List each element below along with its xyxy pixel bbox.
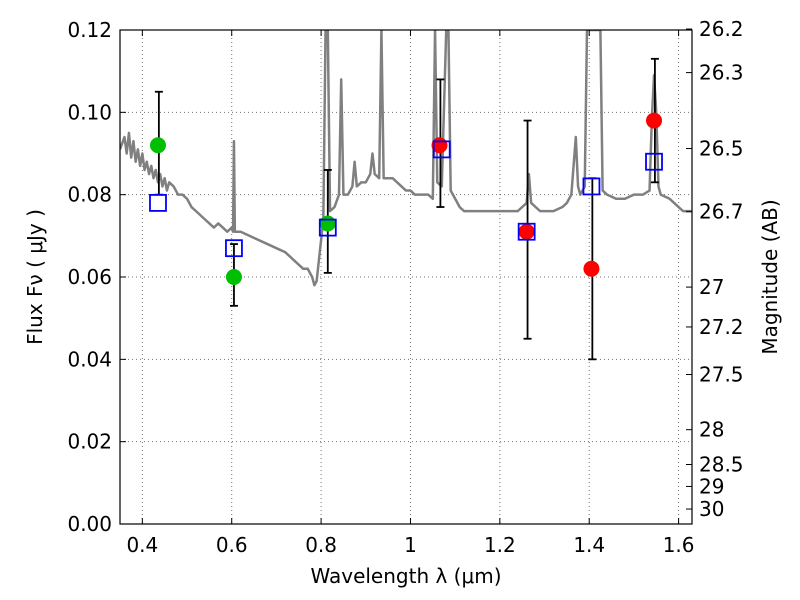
- mag-tick-label: 30: [699, 497, 724, 521]
- y-tick-label: 0.02: [67, 430, 112, 454]
- model-square-marker: [149, 193, 167, 212]
- x-tick-label: 1.4: [573, 533, 605, 557]
- spectrum-layer: [120, 30, 692, 287]
- red-data-point: [518, 223, 535, 240]
- mag-tick-label: 29: [699, 474, 724, 498]
- model-square-marker: [225, 239, 243, 258]
- mag-tick-label: 26.7: [699, 200, 744, 224]
- x-tick-label: 0.4: [126, 533, 158, 557]
- y-tick-label: 0.00: [67, 512, 112, 536]
- x-tick-label: 1: [404, 533, 417, 557]
- red-data-point: [583, 260, 600, 277]
- mag-tick-label: 28.5: [699, 452, 744, 476]
- green-data-point: [149, 137, 166, 154]
- spectrum-line: [120, 30, 692, 287]
- mag-tick-label: 26.5: [699, 137, 744, 161]
- x-axis-title: Wavelength λ (μm): [310, 564, 501, 588]
- tick-layer: [120, 28, 692, 525]
- y-tick-label: 0.04: [67, 347, 112, 371]
- y2-axis-title: Magnitude (AB): [758, 199, 782, 354]
- mag-tick-label: 28: [699, 418, 724, 442]
- model-square-marker: [432, 140, 451, 159]
- errorbar-layer: [154, 57, 659, 361]
- x-tick-label: 0.8: [305, 533, 337, 557]
- plot-frame: [119, 29, 693, 525]
- mag-tick-label: 27.5: [699, 363, 744, 387]
- marker-layer: [149, 112, 663, 285]
- x-tick-label: 1.2: [484, 533, 516, 557]
- model-square-marker: [582, 177, 601, 196]
- label-layer: 0.4 0.6 0.8 1 1.2 1.4 1.6 0.00 0.02 0.04 0.06 0.08 0…: [67, 17, 743, 557]
- red-data-point: [646, 112, 663, 129]
- model-square-marker: [517, 222, 536, 241]
- mag-tick-label: 27: [699, 275, 724, 299]
- x-tick-label: 1.6: [663, 533, 695, 557]
- y-tick-label: 0.08: [67, 183, 112, 207]
- mag-tick-label: 27.2: [699, 315, 744, 339]
- green-data-point: [225, 269, 242, 285]
- model-square-marker: [318, 218, 337, 237]
- y-axis-title: Flux Fν ( μJy ): [23, 209, 47, 345]
- mag-tick-label: 26.3: [699, 61, 744, 85]
- grid-layer: [120, 30, 692, 524]
- x-tick-label: 0.6: [216, 533, 248, 557]
- y-tick-label: 0.10: [67, 100, 112, 124]
- model-square-marker: [645, 152, 663, 171]
- y-tick-label: 0.06: [67, 265, 112, 289]
- green-data-point: [319, 215, 336, 232]
- y-tick-label: 0.12: [67, 18, 112, 42]
- mag-tick-label: 26.2: [699, 17, 744, 41]
